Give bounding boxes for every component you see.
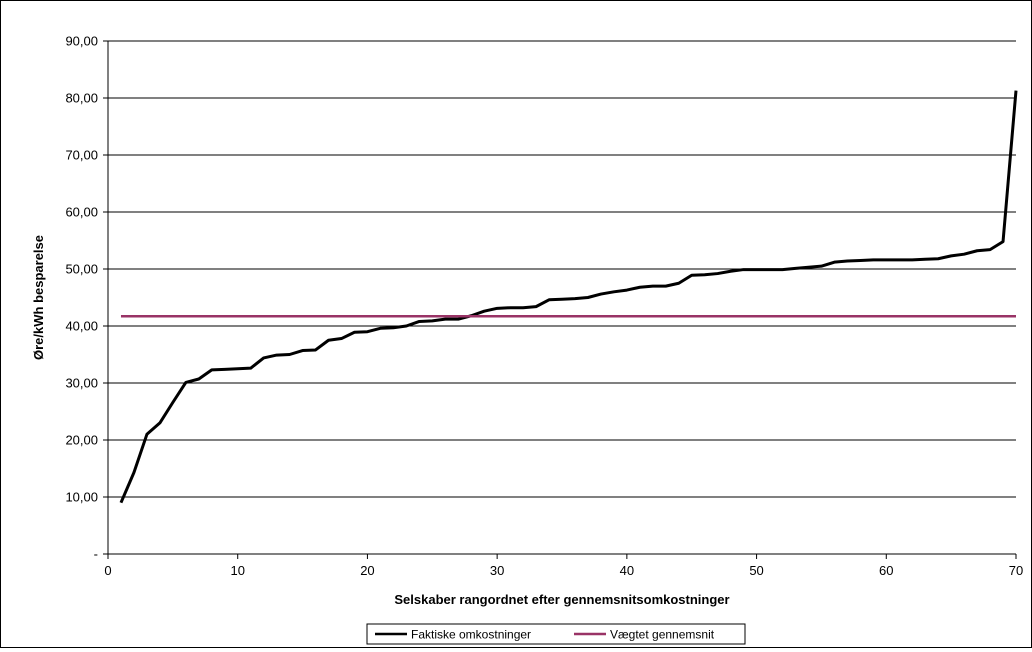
x-tick-label-7: 70 xyxy=(1009,563,1023,578)
x-tick-label-3: 30 xyxy=(490,563,504,578)
series-lines xyxy=(119,90,1018,504)
y-tick-label-3: 30,00 xyxy=(65,376,98,391)
x-axis-title: Selskaber rangordnet efter gennemsnitsom… xyxy=(394,592,729,607)
y-tick-label-9: 90,00 xyxy=(65,34,98,49)
y-tick-label-5: 50,00 xyxy=(65,262,98,277)
x-tick-label-4: 40 xyxy=(620,563,634,578)
legend-label-vaegtet: Vægtet gennemsnit xyxy=(610,628,715,642)
series-line-0 xyxy=(119,90,1018,504)
legend-label-faktiske: Faktiske omkostninger xyxy=(411,628,531,642)
legend: Faktiske omkostninger Vægtet gennemsnit xyxy=(366,623,746,645)
axes xyxy=(107,41,1016,555)
y-tick-label-4: 40,00 xyxy=(65,319,98,334)
y-tick-label-0: - xyxy=(94,547,98,562)
x-tick-label-6: 60 xyxy=(879,563,893,578)
x-tick-label-5: 50 xyxy=(749,563,763,578)
x-tick-label-1: 10 xyxy=(230,563,244,578)
legend-box xyxy=(366,623,746,645)
y-tick-label-8: 80,00 xyxy=(65,91,98,106)
x-tick-label-0: 0 xyxy=(104,563,111,578)
y-tick-label-1: 10,00 xyxy=(65,490,98,505)
x-tick-label-2: 20 xyxy=(360,563,374,578)
y-tick-label-2: 20,00 xyxy=(65,433,98,448)
gridlines xyxy=(108,40,1016,498)
y-axis-ticks: - 10,00 20,00 30,00 40,00 50,00 60,00 70,00 80,0… xyxy=(65,34,108,562)
y-tick-label-6: 60,00 xyxy=(65,205,98,220)
y-axis-title: Øre/kWh besparelse xyxy=(31,235,46,360)
y-tick-label-7: 70,00 xyxy=(65,148,98,163)
x-axis-ticks: 0 10 20 30 40 50 60 70 xyxy=(104,554,1023,578)
